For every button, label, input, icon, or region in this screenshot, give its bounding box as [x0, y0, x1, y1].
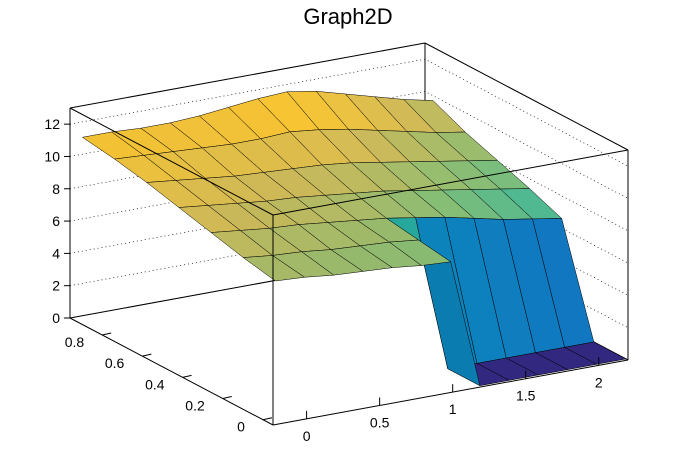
chart-title: Graph2D: [303, 4, 392, 29]
y-tick-label: 0.8: [65, 334, 85, 350]
z-tick-label: 12: [44, 116, 60, 132]
box-edge: [272, 149, 629, 216]
y-tick-label: 0.2: [185, 398, 205, 414]
y-tick: [102, 332, 112, 336]
y-tick: [142, 353, 152, 357]
box-edge: [424, 42, 629, 151]
y-tick-label: 0.6: [105, 355, 125, 371]
box-edge: [69, 42, 426, 109]
grid-line: [69, 58, 629, 167]
z-tick-label: 0: [52, 310, 60, 326]
z-tick-label: 2: [52, 278, 60, 294]
box-edge: [69, 317, 274, 426]
z-tick-label: 4: [52, 245, 60, 261]
x-tick-label: 0.5: [370, 414, 390, 430]
z-tick-label: 8: [52, 181, 60, 197]
y-tick: [262, 417, 273, 421]
x-tick-label: 1.5: [516, 388, 536, 404]
y-tick: [182, 374, 192, 378]
y-tick-label: 0: [237, 419, 245, 435]
x-tick-label: 1: [449, 401, 457, 417]
box-edge: [272, 359, 629, 426]
x-tick-label: 0: [303, 428, 311, 444]
y-tick: [222, 396, 232, 400]
z-tick-label: 10: [44, 148, 60, 164]
surface-cell: [242, 255, 306, 282]
box-edge: [69, 107, 274, 216]
y-tick-label: 0.4: [145, 376, 165, 392]
x-tick-label: 2: [595, 374, 603, 390]
z-tick-label: 6: [52, 213, 60, 229]
